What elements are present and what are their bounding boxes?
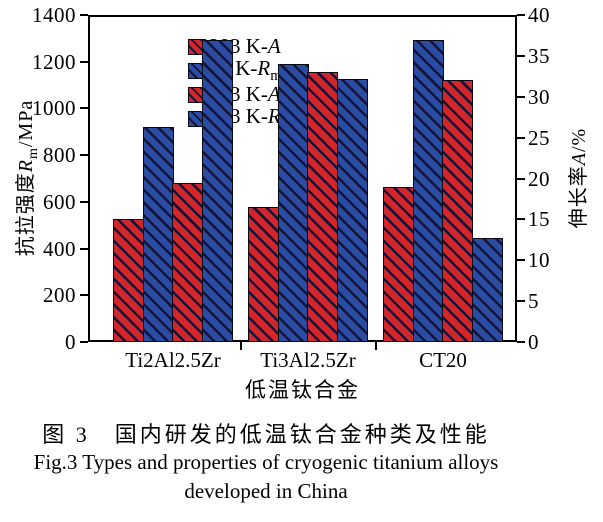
y-axis-right-label: 伸长率A/% xyxy=(562,58,590,298)
y-right-unit: /% xyxy=(568,127,590,152)
y-left-tick xyxy=(80,14,88,16)
y-right-tick-label: 35 xyxy=(528,43,550,68)
y-left-tick xyxy=(80,107,88,110)
bar-layer xyxy=(88,15,517,342)
y-right-tick-label: 10 xyxy=(528,248,550,273)
y-left-label-cn: 抗拉强度 xyxy=(15,172,37,257)
bar-293K-Rm-Ti2Al2.5Zr xyxy=(201,39,234,342)
y-axis-left-label: 抗拉强度Rm/MPa xyxy=(9,38,41,318)
y-right-tick xyxy=(517,95,525,98)
caption-english-line1: Fig.3 Types and properties of cryogenic … xyxy=(33,450,499,474)
y-left-tick-label: 1400 xyxy=(32,3,76,27)
bar-group-Ti2Al2.5Zr xyxy=(113,15,234,342)
legend-item-0: 293 K-A xyxy=(188,34,292,58)
y-right-tick-label: 20 xyxy=(528,166,550,191)
x-category-label-Ti3Al2.5Zr: Ti3Al2.5Zr xyxy=(260,348,356,372)
y-right-label-cn: 伸长率 xyxy=(568,165,590,229)
caption-chinese: 图 3 国内研发的低温钛合金种类及性能 xyxy=(42,422,490,447)
y-right-symbol: A xyxy=(568,152,590,166)
bar-293K-A-Ti2Al2.5Zr xyxy=(172,182,204,342)
x-axis-tick xyxy=(239,342,242,350)
y-right-tick-label: 0 xyxy=(528,330,539,354)
bar-293K-A-CT20 xyxy=(442,80,474,342)
y-right-tick xyxy=(517,300,525,303)
y-left-tick-label: 1000 xyxy=(32,96,76,121)
y-right-tick xyxy=(517,218,525,221)
y-left-unit: /MPa xyxy=(15,99,37,148)
bar-group-Ti3Al2.5Zr xyxy=(248,15,369,342)
y-right-tick xyxy=(517,14,525,16)
y-right-tick xyxy=(517,177,525,180)
y-left-tick-label: 400 xyxy=(43,236,76,261)
bar-293K-A-Ti3Al2.5Zr xyxy=(248,207,280,342)
bar-77K-Rm-Ti3Al2.5Zr xyxy=(277,64,309,342)
bar-77K-Rm-CT20 xyxy=(412,39,444,342)
bar-group-CT20 xyxy=(383,15,504,342)
bar-293K-Rm-CT20 xyxy=(471,238,504,342)
y-left-tick xyxy=(80,247,88,250)
y-right-tick-label: 5 xyxy=(528,289,539,314)
y-left-tick-label: 0 xyxy=(65,330,76,354)
y-right-tick-label: 25 xyxy=(528,125,550,150)
bar-293K-A-Ti3Al2.5Zr xyxy=(307,72,339,342)
x-axis-tick xyxy=(374,342,377,350)
y-left-tick-label: 200 xyxy=(43,283,76,308)
y-left-tick xyxy=(80,341,88,343)
y-right-tick-label: 15 xyxy=(528,207,550,232)
y-right-tick xyxy=(517,341,525,343)
x-category-label-Ti2Al2.5Zr: Ti2Al2.5Zr xyxy=(125,348,221,372)
bar-77K-Rm-Ti2Al2.5Zr xyxy=(142,127,174,342)
y-left-tick xyxy=(80,60,88,63)
y-left-tick xyxy=(80,154,88,157)
bar-293K-Rm-Ti3Al2.5Zr xyxy=(336,79,369,342)
y-left-tick xyxy=(80,294,88,297)
y-left-tick-label: 600 xyxy=(43,189,76,214)
y-left-tick-label: 1200 xyxy=(32,49,76,74)
y-left-tick xyxy=(80,200,88,203)
bar-293K-A-CT20 xyxy=(383,186,415,342)
y-left-tick-label: 800 xyxy=(43,143,76,168)
y-left-symbol: R xyxy=(15,159,37,173)
y-left-symbol-sub: m xyxy=(26,147,41,160)
y-right-tick-label: 30 xyxy=(528,84,550,109)
y-right-tick xyxy=(517,136,525,139)
bar-293K-A-Ti2Al2.5Zr xyxy=(113,219,145,342)
y-right-tick xyxy=(517,54,525,57)
x-category-label-CT20: CT20 xyxy=(419,348,467,372)
x-axis-title: 低温钛合金 xyxy=(245,378,360,402)
caption-english-line2: developed in China xyxy=(184,479,348,503)
y-right-tick xyxy=(517,259,525,262)
y-right-tick-label: 40 xyxy=(528,3,550,27)
